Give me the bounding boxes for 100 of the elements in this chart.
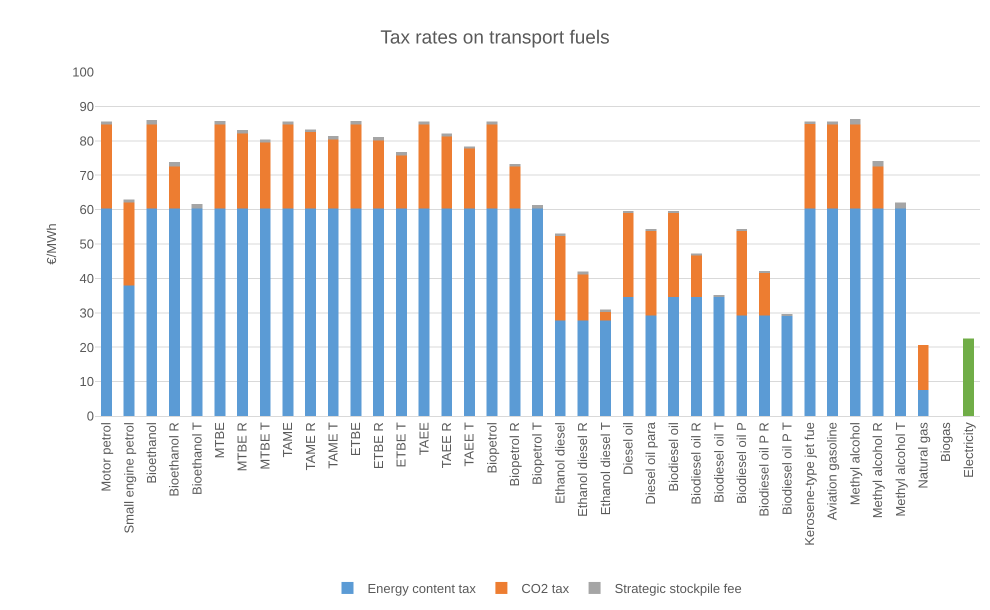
x-tick-label: ETBE T <box>394 422 409 468</box>
bar <box>350 208 362 416</box>
x-tick-label: Biodiesel oil R <box>688 422 704 505</box>
x-tick-label: Kerosene-type jet fue <box>802 422 818 546</box>
x-tick-label: Ethanol diesel R <box>575 422 590 517</box>
x-tick-label: Biodiesel oil <box>666 422 681 492</box>
y-tick-label: 90 <box>80 98 94 114</box>
x-tick-label: Biopetrol <box>484 422 500 474</box>
bar <box>214 208 226 416</box>
x-tick-label: MTBE R <box>234 422 250 472</box>
bar <box>260 139 271 143</box>
x-tick-label: Diesel oil <box>620 422 636 475</box>
bar <box>554 235 566 320</box>
y-tick-label: 30 <box>80 305 94 320</box>
bar <box>305 129 316 132</box>
bar <box>827 208 838 416</box>
bar <box>509 208 520 416</box>
bar <box>418 208 430 416</box>
bar <box>872 161 884 166</box>
y-tick-label: 100 <box>72 64 94 80</box>
bar <box>622 296 634 416</box>
bar <box>758 316 770 416</box>
bar <box>168 208 180 416</box>
x-tick-label: Diesel oil para <box>643 421 658 505</box>
bar <box>260 208 271 416</box>
bar <box>282 208 294 416</box>
x-tick-label: TAME R <box>302 422 318 470</box>
y-tick-label: 0 <box>86 408 94 424</box>
bar <box>736 230 748 316</box>
bar <box>486 124 498 209</box>
bar <box>827 122 838 124</box>
bar <box>827 124 838 209</box>
bar <box>895 208 906 416</box>
bar <box>124 285 134 416</box>
x-tick-label: Aviation gasoline <box>824 422 840 520</box>
y-tick-label: 50 <box>80 236 94 252</box>
bar <box>146 208 158 416</box>
y-tick-label: 40 <box>80 270 94 286</box>
bar <box>124 202 134 286</box>
x-tick-label: TAEE <box>416 422 432 456</box>
bar <box>509 164 520 167</box>
x-tick-label: Biopetrol R <box>507 422 522 487</box>
x-tick-label: Electricity <box>960 422 976 478</box>
bar <box>418 122 430 124</box>
x-tick-label: Biodiesel oil T <box>711 422 726 503</box>
y-tick-label: 20 <box>80 340 94 355</box>
bar <box>441 136 452 209</box>
bar <box>373 137 384 140</box>
x-tick-label: ETBE R <box>370 422 386 470</box>
x-tick-label: Natural gas <box>915 422 930 489</box>
bar <box>100 124 112 209</box>
bar <box>918 345 929 390</box>
x-tick-label: Biodiesel oil P T <box>779 422 794 515</box>
bar <box>464 208 475 416</box>
x-tick-label: Methyl alcohol T <box>892 422 908 517</box>
x-tick-label: Biodiesel oil P R <box>756 422 772 517</box>
bar <box>850 124 861 209</box>
bar <box>418 124 430 209</box>
bar <box>124 200 134 202</box>
bar <box>146 124 158 209</box>
bar <box>577 272 588 275</box>
bar <box>192 204 203 209</box>
bar <box>260 142 271 209</box>
bar <box>600 320 612 416</box>
bar <box>804 123 816 209</box>
bar <box>441 208 452 416</box>
bar <box>850 119 861 124</box>
bar <box>214 120 226 124</box>
x-tick-label: Bioethanol <box>144 422 159 484</box>
y-tick-label: 60 <box>80 202 94 218</box>
x-tick-label: MTBE T <box>257 422 272 470</box>
bar <box>100 208 112 416</box>
bar <box>168 166 180 209</box>
bar <box>758 272 770 316</box>
bar <box>690 255 702 297</box>
bar <box>282 124 294 209</box>
bar <box>396 208 407 416</box>
bar <box>373 208 384 416</box>
bar <box>668 296 680 416</box>
x-tick-label: Biogas <box>938 422 954 462</box>
bar <box>646 316 656 416</box>
x-tick-label: Motor petrol <box>98 422 114 492</box>
bar <box>622 212 634 297</box>
x-tick-label: Biodiesel oil P <box>734 422 749 504</box>
bar <box>441 134 452 137</box>
bar <box>237 134 248 209</box>
x-tick-label: TAEE R <box>438 422 454 468</box>
bar <box>305 132 316 209</box>
bar <box>690 296 702 416</box>
chart-title: Tax rates on transport fuels <box>380 27 610 48</box>
bar <box>396 152 407 156</box>
bar <box>509 166 520 209</box>
bar <box>350 124 362 209</box>
bar <box>328 139 339 209</box>
x-tick-label: TAME T <box>325 422 340 469</box>
bar <box>237 130 248 134</box>
bar <box>168 162 180 166</box>
bar <box>918 390 929 416</box>
bar <box>554 320 566 416</box>
bar <box>668 212 680 297</box>
